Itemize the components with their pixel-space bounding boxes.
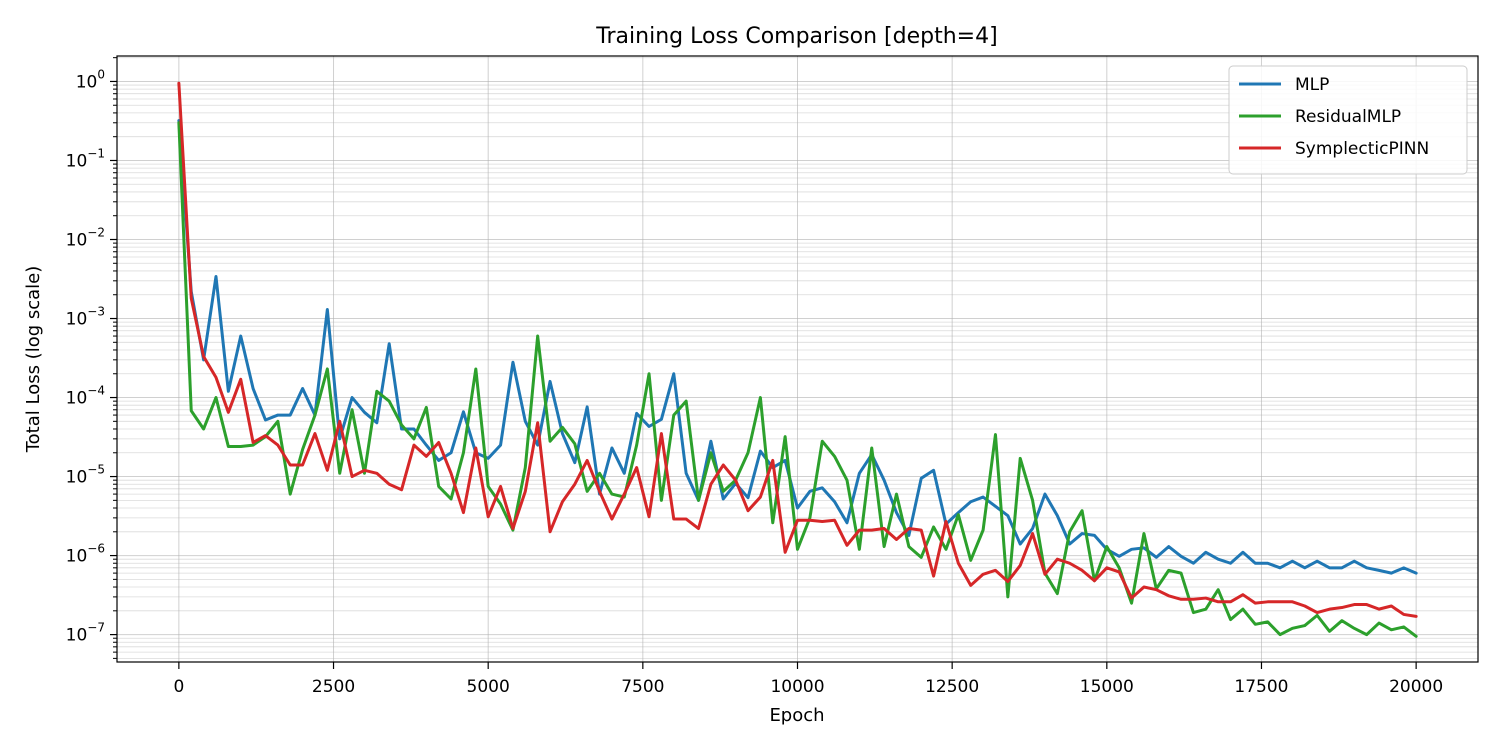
y-tick-label: 10−4 (66, 384, 105, 409)
series-line-mlp (177, 119, 1418, 575)
y-tick-label: 10−1 (66, 146, 105, 171)
legend: MLP ResidualMLP SymplecticPINN (1228, 65, 1468, 175)
x-tick-label: 7500 (621, 677, 664, 697)
plot-lines (177, 81, 1418, 638)
y-tick-label: 10−6 (66, 542, 105, 567)
series-line-residualmlp (177, 121, 1418, 638)
x-tick-label: 20000 (1389, 677, 1443, 697)
x-axis: 0 2500 5000 7500 10000 12500 15000 17500 20000 (173, 662, 1443, 697)
legend-label: ResidualMLP (1295, 107, 1401, 127)
x-tick-label: 5000 (467, 677, 510, 697)
y-tick-label: 10−3 (66, 305, 105, 330)
y-tick-label: 10−2 (66, 226, 105, 251)
x-tick-label: 2500 (312, 677, 355, 697)
series-line-symplecticpinn (177, 81, 1418, 618)
legend-label: MLP (1295, 75, 1329, 95)
y-axis-label: Total Loss (log scale) (23, 266, 44, 454)
legend-label: SymplecticPINN (1295, 139, 1429, 159)
y-tick-label: 100 (76, 67, 105, 92)
x-tick-label: 12500 (925, 677, 979, 697)
x-tick-label: 0 (173, 677, 184, 697)
chart-title: Training Loss Comparison [depth=4] (595, 24, 997, 49)
x-tick-label: 17500 (1234, 677, 1288, 697)
y-axis: 10−7 10−6 10−5 10−4 10−3 10−2 10−1 100 (66, 57, 117, 659)
x-tick-label: 10000 (770, 677, 824, 697)
legend-box (1228, 65, 1468, 175)
y-tick-label: 10−7 (66, 621, 105, 646)
x-tick-label: 15000 (1080, 677, 1134, 697)
x-axis-label: Epoch (769, 705, 824, 726)
y-tick-label: 10−5 (66, 463, 105, 488)
